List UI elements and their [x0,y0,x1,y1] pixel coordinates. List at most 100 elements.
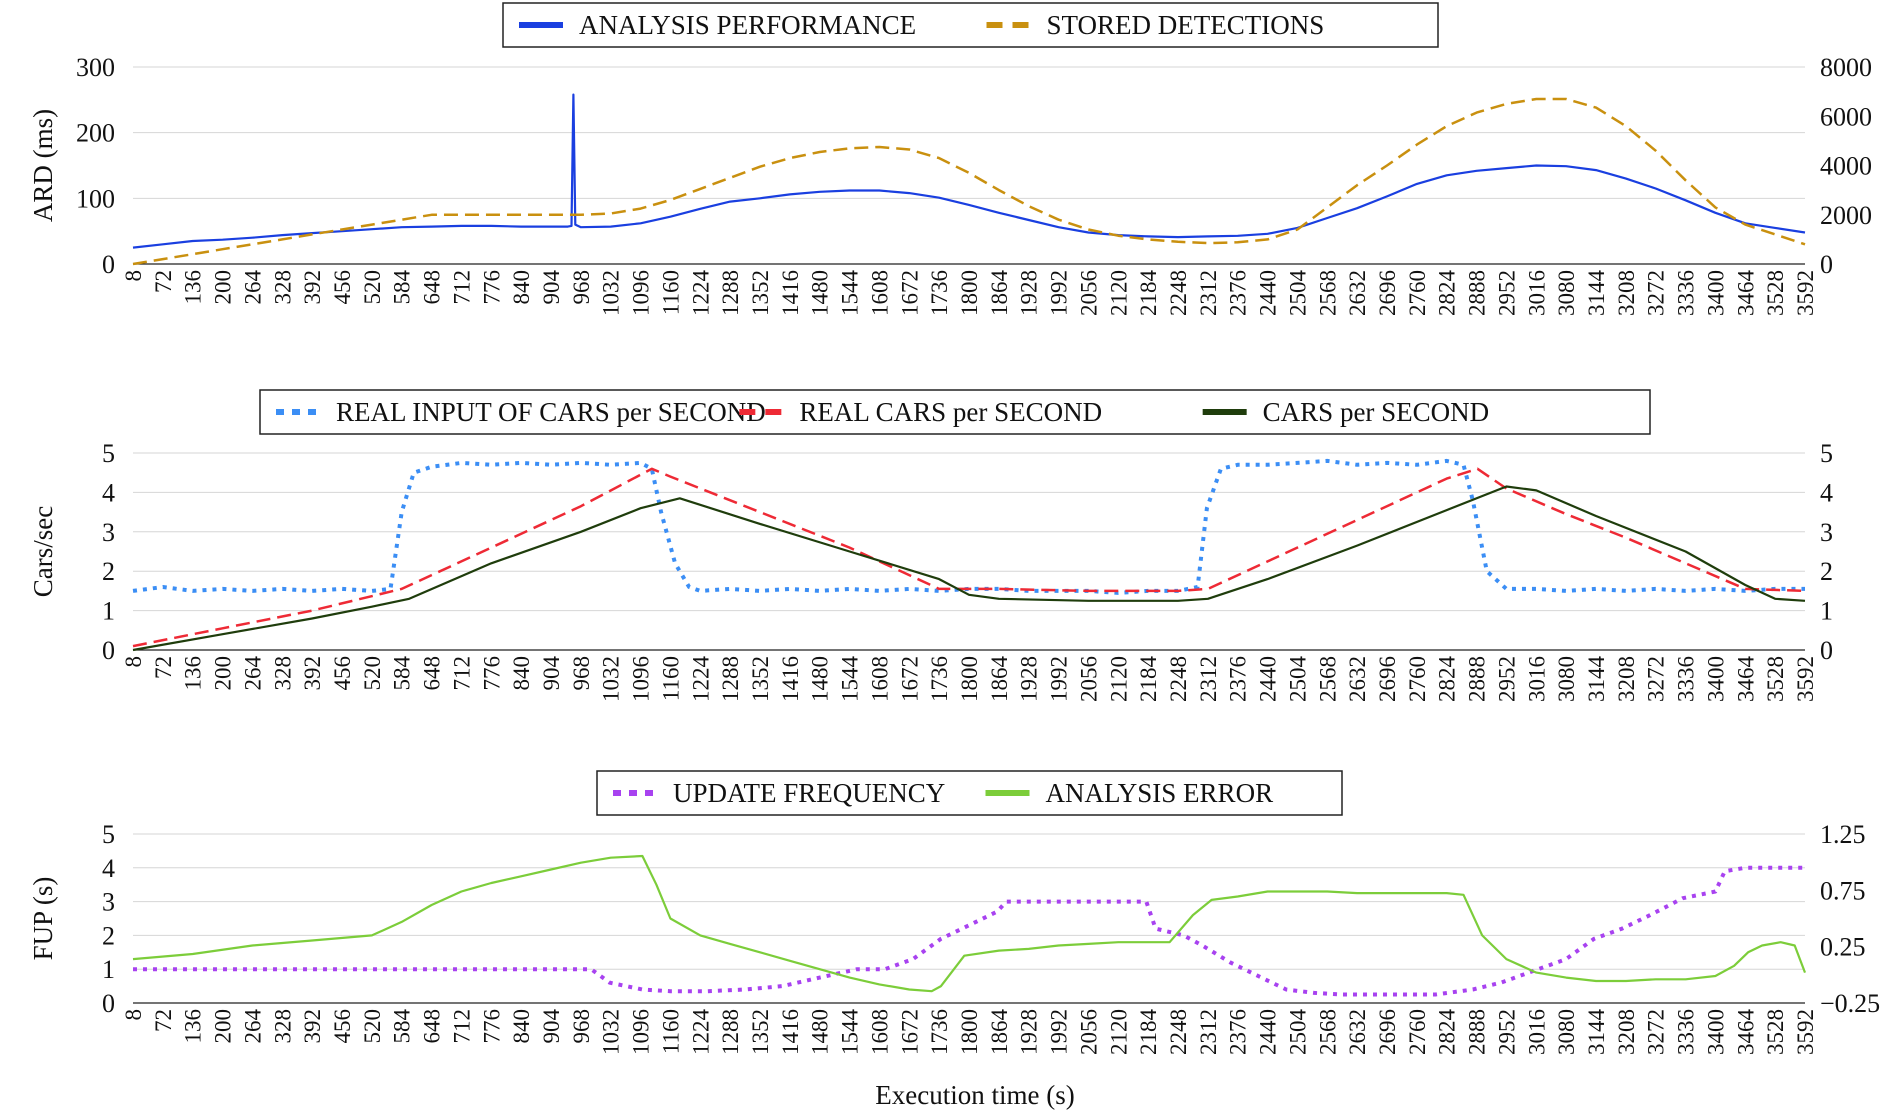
x-tick-label: 136 [181,1009,206,1044]
legend-label-analysis-error: ANALYSIS ERROR [1046,778,1274,808]
x-tick-label: 2120 [1106,1009,1131,1055]
legend-label-real-cars-per-second: REAL CARS per SECOND [799,397,1102,427]
x-tick-label: 3208 [1614,1009,1639,1055]
x-tick-label: 2056 [1076,270,1101,316]
x-tick-label: 1544 [838,656,863,703]
x-tick-label: 1608 [867,656,892,702]
x-tick-label: 1480 [808,1009,833,1055]
x-tick-label: 1096 [629,1009,654,1055]
x-tick-label: 1608 [867,1009,892,1055]
x-tick-label: 3272 [1644,270,1669,316]
y2-tick-label: 4 [1820,478,1833,507]
x-axis-title: Execution time (s) [875,1080,1074,1110]
x-tick-label: 1416 [778,656,803,702]
x-tick-label: 840 [509,1009,534,1044]
x-tick-label: 392 [300,1009,325,1044]
y2-tick-label: 4000 [1820,152,1872,181]
x-tick-label: 456 [330,1009,355,1044]
x-tick-label: 3464 [1733,270,1758,317]
x-tick-label: 584 [390,1009,415,1044]
x-tick-label: 200 [211,270,236,305]
series-line-stored-detections [132,97,1806,266]
y-tick-label: 200 [76,119,115,148]
x-tick-label: 1992 [1047,1009,1072,1055]
x-tick-label: 2824 [1435,656,1460,703]
x-tick-label: 328 [270,1009,295,1044]
x-tick-label: 584 [390,270,415,305]
x-tick-label: 2056 [1076,656,1101,702]
series-line-analysis-error [132,854,1807,993]
x-tick-label: 1992 [1047,656,1072,702]
x-tick-label: 520 [360,1009,385,1044]
x-tick-label: 3528 [1763,656,1788,702]
x-tick-label: 200 [211,1009,236,1044]
x-tick-label: 2312 [1196,656,1221,702]
y-tick-label: 3 [102,518,115,547]
x-tick-label: 904 [539,270,564,305]
x-tick-label: 2312 [1196,270,1221,316]
x-tick-label: 2248 [1166,270,1191,316]
y2-tick-label: 1.25 [1820,820,1866,849]
x-tick-label: 392 [300,270,325,305]
y2-tick-label: 0 [1820,636,1833,665]
x-tick-label: 1800 [957,656,982,702]
x-tick-label: 1288 [718,656,743,702]
x-tick-label: 2824 [1435,270,1460,317]
x-tick-label: 1352 [748,270,773,316]
y-tick-label: 2 [102,921,115,950]
x-tick-label: 776 [479,1009,504,1044]
y2-tick-label: 8000 [1820,53,1872,82]
x-tick-label: 3144 [1584,656,1609,703]
y-tick-label: 4 [102,854,115,883]
y-tick-label: 5 [102,820,115,849]
y2-tick-label: 6000 [1820,102,1872,131]
x-tick-label: 264 [240,270,265,305]
x-tick-label: 3016 [1524,270,1549,316]
x-tick-label: 3016 [1524,656,1549,702]
x-tick-label: 328 [270,656,295,691]
x-tick-label: 1288 [718,270,743,316]
x-tick-label: 1160 [658,656,683,701]
x-tick-label: 72 [151,270,176,293]
x-tick-label: 1224 [688,1009,713,1056]
x-tick-label: 1736 [927,1009,952,1055]
x-tick-label: 2440 [1256,1009,1281,1055]
y-tick-label: 0 [102,250,115,279]
x-tick-label: 776 [479,270,504,305]
x-tick-label: 2120 [1106,656,1131,702]
x-tick-label: 2888 [1465,656,1490,702]
x-tick-label: 328 [270,270,295,305]
legend: REAL INPUT OF CARS per SECOND REAL CARS p… [259,389,1651,435]
x-tick-label: 3208 [1614,656,1639,702]
y2-tick-label: 1 [1820,597,1833,626]
panel-cars-per-second: 0 1 2 3 4 5 0 1 2 3 4 5 Cars/sec 8 72 136 200 264 328 392 45… [28,389,1833,703]
x-tick-label: 648 [420,656,445,691]
x-tick-label: 2504 [1285,1009,1310,1056]
x-tick-label: 2952 [1494,1009,1519,1055]
x-tick-label: 1160 [658,270,683,315]
y2-tick-label: 2 [1820,557,1833,586]
x-tick-label: 1480 [808,656,833,702]
x-tick-label: 264 [240,1009,265,1044]
x-tick-label: 2888 [1465,270,1490,316]
x-tick-label: 2056 [1076,1009,1101,1055]
y-axis-title: ARD (ms) [28,109,58,222]
x-tick-label: 1480 [808,270,833,316]
x-tick-label: 3208 [1614,270,1639,316]
x-tick-label: 2248 [1166,1009,1191,1055]
x-tick-label: 3080 [1554,1009,1579,1055]
x-tick-label: 2696 [1375,656,1400,702]
x-tick-label: 3400 [1703,1009,1728,1055]
x-tick-label: 8 [121,1009,146,1021]
x-tick-label: 1672 [897,1009,922,1055]
x-tick-label: 1672 [897,270,922,316]
legend-label-stored-detections: STORED DETECTIONS [1047,10,1325,40]
y-axis-title: FUP (s) [28,877,58,961]
x-tick-label: 1096 [629,270,654,316]
x-tick-label: 1352 [748,656,773,702]
legend: ANALYSIS PERFORMANCE STORED DETECTIONS [502,2,1439,48]
x-tick-label: 2312 [1196,1009,1221,1055]
